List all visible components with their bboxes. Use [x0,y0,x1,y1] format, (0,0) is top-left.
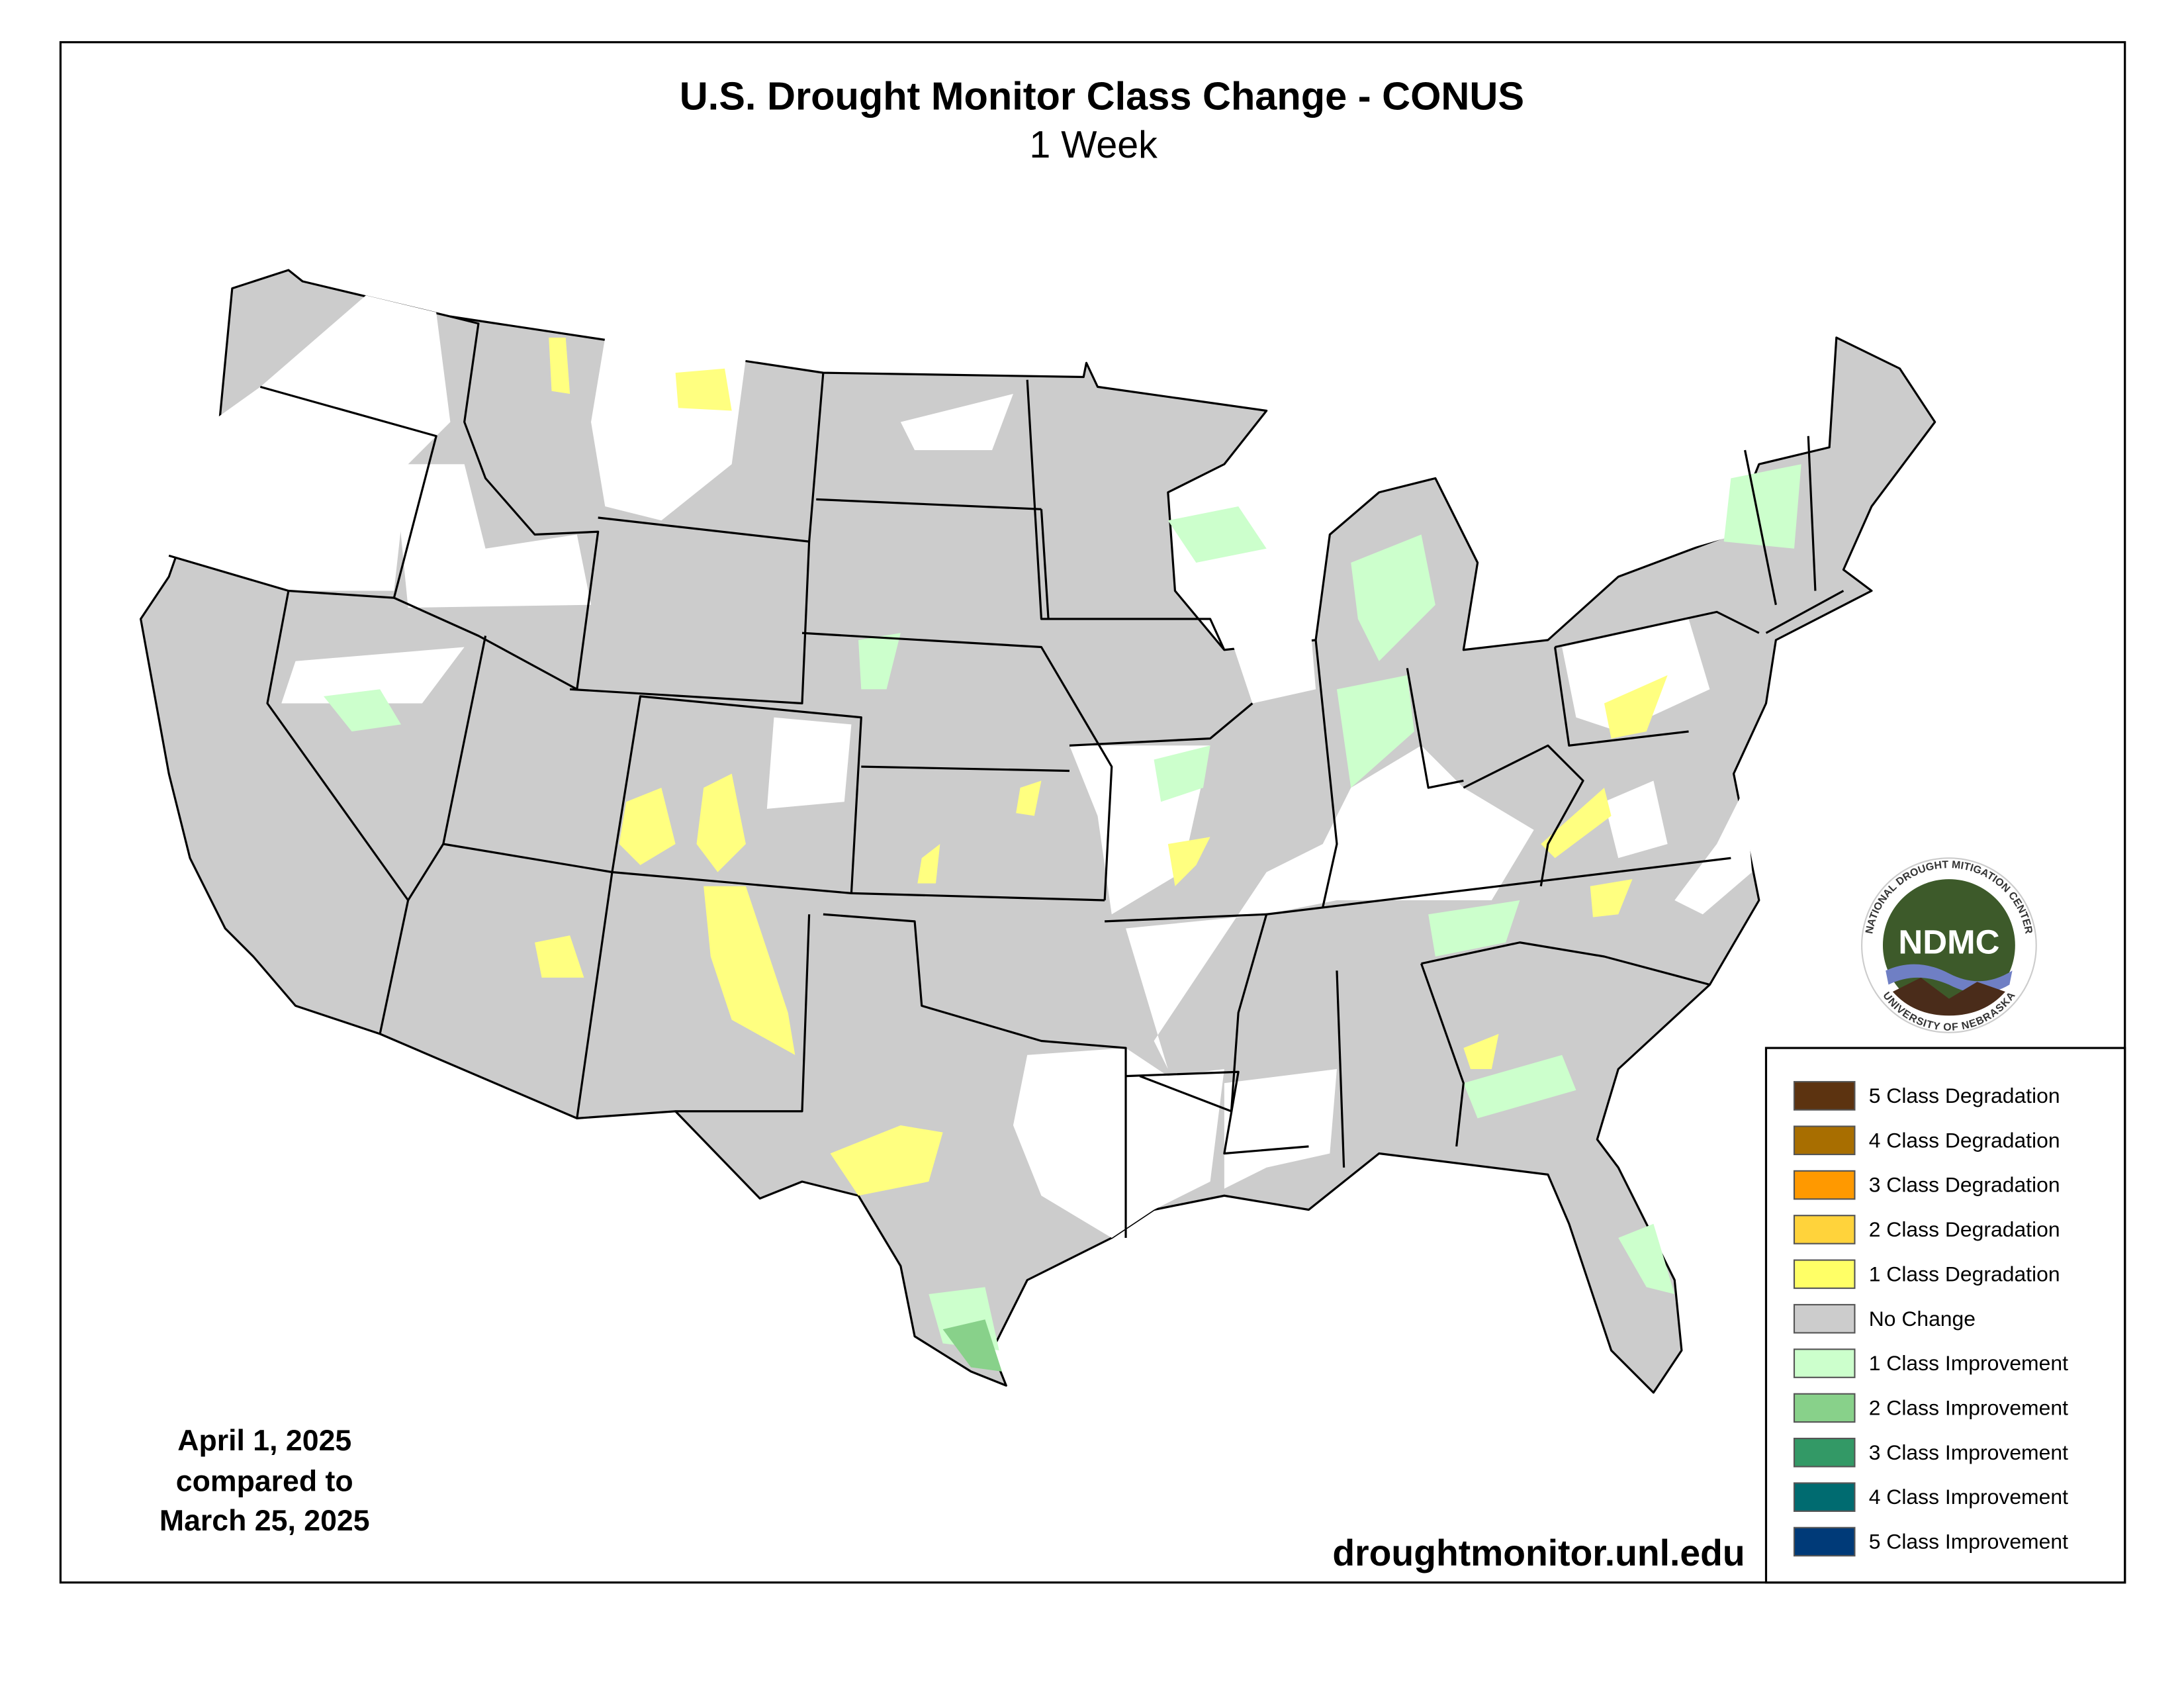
legend-label: 5 Class Degradation [1869,1084,2060,1107]
us-map [140,269,1936,1394]
legend-swatch [1793,1259,1856,1289]
legend: 5 Class Degradation 4 Class Degradation 3 … [1764,1047,2126,1584]
legend-label: 5 Class Improvement [1869,1530,2068,1554]
legend-label: 4 Class Degradation [1869,1128,2060,1152]
state-boundaries [168,315,1844,1238]
legend-swatch [1793,1215,1856,1244]
legend-swatch [1793,1081,1856,1111]
legend-swatch [1793,1482,1856,1512]
legend-label: 2 Class Improvement [1869,1396,2068,1420]
legend-label: 4 Class Improvement [1869,1485,2068,1509]
legend-label: 3 Class Degradation [1869,1173,2060,1197]
date-line: March 25, 2025 [159,1505,370,1537]
improvement-areas [324,464,1801,1372]
logo-hills [1892,977,2005,1016]
no-change-white-areas [169,295,1752,1238]
legend-label: 1 Class Degradation [1869,1262,2060,1286]
legend-label: 3 Class Improvement [1869,1440,2068,1464]
logo-abbr: NDMC [1898,923,1999,961]
legend-label: No Change [1869,1307,1976,1331]
subtitle: 1 Week [1029,124,1158,166]
date-line: April 1, 2025 [177,1425,351,1457]
legend-label: 1 Class Improvement [1869,1351,2068,1375]
legend-swatch [1793,1348,1856,1378]
legend-swatch [1793,1526,1856,1557]
legend-swatch [1793,1125,1856,1156]
ndmc-logo: NDMC NATIONAL DROUGHT MITIGATION CENTER … [1861,857,2037,1033]
title: U.S. Drought Monitor Class Change - CONU… [680,74,1524,118]
date-line: compared to [176,1466,353,1498]
legend-swatch [1793,1437,1856,1468]
frame [59,41,2126,1584]
logo-disc [1882,879,2015,1011]
legend-label: 2 Class Degradation [1869,1217,2060,1241]
legend-swatch [1793,1170,1856,1200]
degradation-areas [534,338,1668,1196]
legend-swatch [1793,1303,1856,1334]
source-url: droughtmonitor.unl.edu [1332,1532,1745,1573]
legend-swatch [1793,1393,1856,1423]
